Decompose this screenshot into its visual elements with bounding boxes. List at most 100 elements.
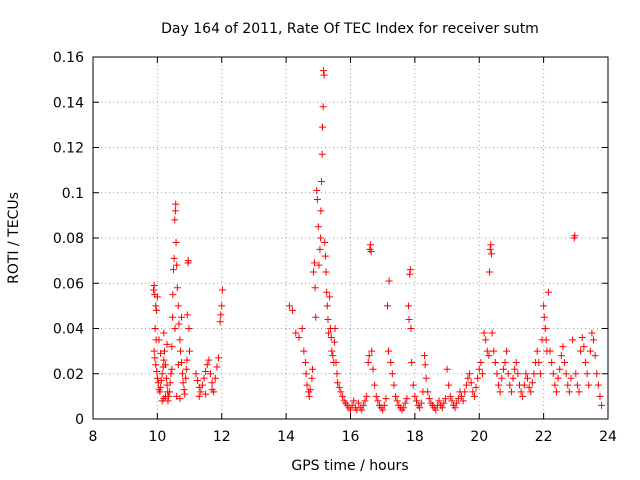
data-point — [183, 356, 191, 364]
data-point — [503, 347, 511, 355]
data-point — [406, 270, 414, 278]
data-point — [317, 234, 325, 242]
data-point — [156, 388, 164, 396]
data-point — [464, 374, 472, 382]
data-point — [453, 399, 461, 407]
data-point — [200, 374, 208, 382]
data-point — [368, 347, 376, 355]
data-point — [561, 358, 569, 366]
data-point — [171, 325, 179, 332]
data-point — [487, 241, 495, 249]
data-point — [309, 365, 317, 373]
data-point — [218, 286, 226, 294]
data-point — [440, 399, 448, 407]
data-point — [300, 347, 308, 355]
data-point — [553, 388, 560, 396]
data-point — [157, 349, 165, 357]
data-point — [313, 186, 321, 194]
data-point — [153, 374, 161, 382]
data-point — [486, 245, 494, 253]
data-point — [573, 381, 581, 389]
data-point — [215, 354, 223, 362]
data-point — [540, 302, 548, 310]
data-point — [161, 361, 169, 369]
data-point — [365, 352, 373, 360]
y-tick-label: 0.16 — [53, 50, 84, 66]
data-point — [171, 207, 179, 215]
data-point — [567, 374, 575, 382]
data-point — [593, 370, 601, 378]
data-point — [421, 352, 429, 360]
data-point — [443, 365, 451, 373]
data-point — [524, 374, 532, 382]
data-point — [435, 397, 443, 405]
data-point — [327, 334, 335, 342]
data-point — [335, 383, 343, 391]
data-point — [162, 374, 170, 382]
data-point — [445, 381, 453, 389]
data-points — [150, 67, 606, 414]
data-point — [441, 395, 449, 403]
data-point — [388, 370, 396, 378]
data-point — [319, 67, 327, 75]
data-point — [202, 390, 210, 398]
data-point — [163, 340, 171, 348]
data-point — [556, 365, 564, 373]
data-point — [536, 370, 544, 378]
data-point — [197, 388, 205, 396]
axis-ticks: 0 0.02 0.04 0.06 0.08 0.1 0.12 0.14 0.16 8 10 12 14 1… — [53, 50, 617, 445]
data-point — [562, 370, 570, 378]
data-point — [157, 377, 165, 385]
data-point — [166, 379, 174, 387]
data-point — [412, 397, 420, 405]
data-point — [541, 325, 549, 332]
y-tick-label: 0.04 — [53, 322, 84, 338]
data-point — [380, 401, 388, 409]
data-point — [295, 334, 303, 342]
data-point — [314, 223, 322, 231]
data-point — [424, 388, 432, 396]
data-point — [181, 390, 189, 398]
x-tick-label: 20 — [470, 429, 488, 445]
data-point — [501, 358, 509, 366]
data-point — [421, 361, 429, 369]
data-point — [458, 392, 466, 400]
data-point — [182, 365, 190, 373]
data-point — [482, 336, 490, 344]
data-point — [474, 374, 482, 382]
data-point — [308, 374, 316, 382]
data-point — [466, 370, 474, 378]
data-point — [208, 379, 216, 387]
data-point — [311, 284, 319, 292]
data-point — [176, 395, 184, 403]
data-point — [332, 358, 340, 366]
data-point — [506, 381, 514, 389]
data-point — [461, 388, 469, 396]
data-point — [411, 392, 419, 400]
data-point — [472, 383, 480, 391]
data-point — [306, 386, 314, 394]
data-point — [152, 361, 160, 369]
data-point — [575, 388, 583, 396]
data-point — [371, 381, 379, 389]
y-tick-label: 0.02 — [53, 367, 84, 383]
data-point — [372, 392, 380, 400]
data-point — [319, 103, 327, 111]
data-point — [184, 257, 192, 265]
data-point — [194, 377, 202, 385]
data-point — [305, 392, 313, 400]
data-point — [551, 381, 559, 389]
data-point — [173, 284, 181, 292]
data-point — [182, 374, 190, 382]
data-point — [323, 288, 331, 296]
data-point — [216, 318, 224, 326]
data-point — [177, 347, 185, 355]
data-point — [355, 399, 363, 407]
data-point — [153, 293, 161, 301]
data-point — [406, 266, 414, 274]
data-point — [173, 261, 181, 269]
data-point — [542, 336, 550, 344]
data-point — [485, 352, 493, 360]
data-point — [470, 392, 478, 400]
data-point — [504, 370, 512, 378]
